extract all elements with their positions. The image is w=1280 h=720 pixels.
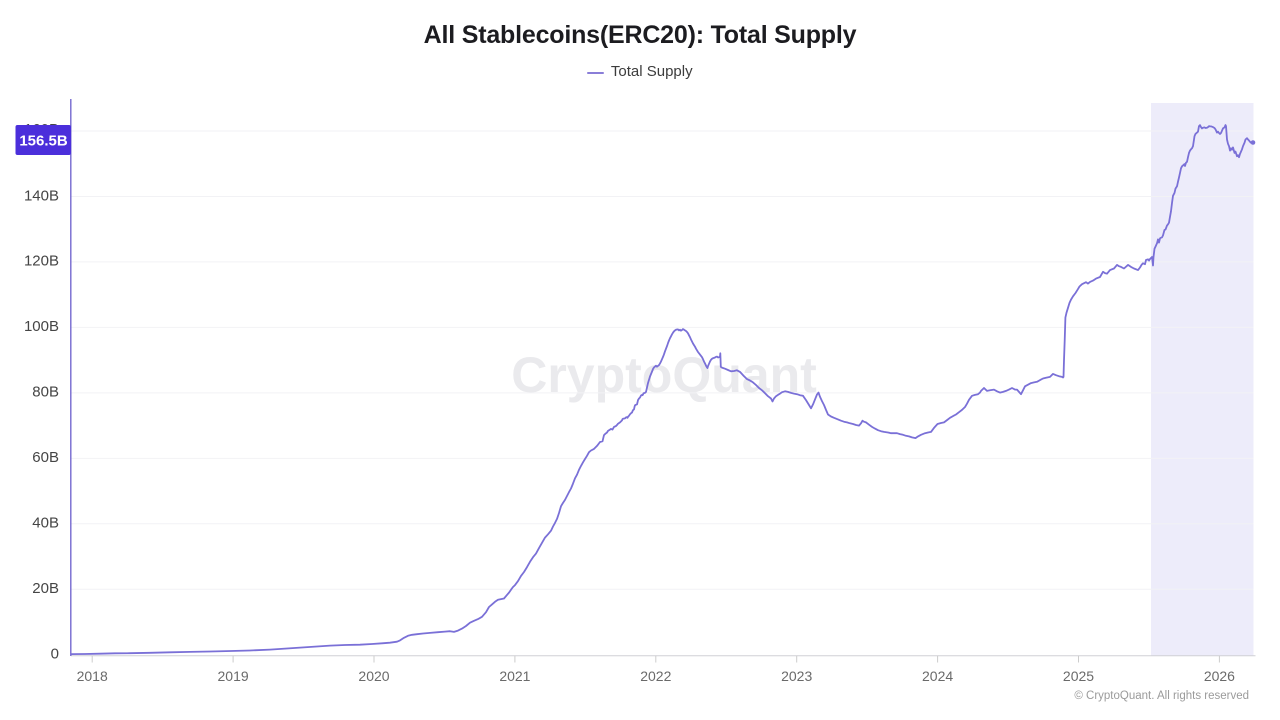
svg-text:60B: 60B <box>32 449 59 466</box>
svg-text:2026: 2026 <box>1204 668 1235 684</box>
svg-text:80B: 80B <box>32 384 59 401</box>
svg-text:156.5B: 156.5B <box>19 133 68 150</box>
svg-text:2021: 2021 <box>499 668 530 684</box>
svg-text:2023: 2023 <box>781 668 812 684</box>
svg-text:140B: 140B <box>24 187 59 204</box>
svg-text:2018: 2018 <box>77 668 108 684</box>
svg-text:2022: 2022 <box>640 668 671 684</box>
svg-text:40B: 40B <box>32 515 59 532</box>
svg-text:100B: 100B <box>24 318 59 335</box>
svg-text:20B: 20B <box>32 580 59 597</box>
svg-text:2024: 2024 <box>922 668 953 684</box>
svg-text:2020: 2020 <box>358 668 389 684</box>
svg-text:0: 0 <box>51 646 59 663</box>
svg-text:120B: 120B <box>24 253 59 270</box>
svg-text:2019: 2019 <box>218 668 249 684</box>
svg-text:2025: 2025 <box>1063 668 1094 684</box>
